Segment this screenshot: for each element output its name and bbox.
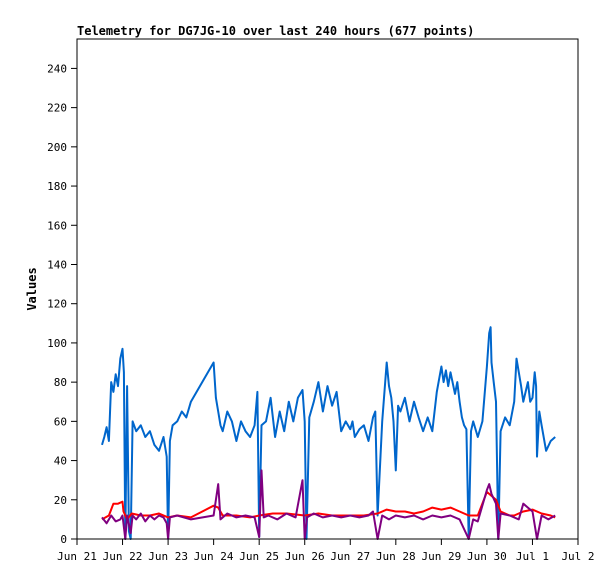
y-tick-label: 140 [47,258,67,271]
x-tick-label: Jun 21 [57,550,97,563]
x-tick-label: Jul 1 [516,550,549,563]
y-tick-label: 240 [47,62,67,75]
y-tick-label: 200 [47,141,67,154]
x-tick-label: Jun 28 [376,550,416,563]
y-axis: 0 20 40 60 80 100 120 140 160 180 200 220 240 [47,62,77,546]
y-tick-label: 100 [47,337,67,350]
y-tick-label: 60 [54,415,67,428]
y-tick-label: 40 [54,455,67,468]
y-tick-label: 180 [47,180,67,193]
x-tick-label: Jun 24 [194,550,234,563]
y-tick-label: 120 [47,298,67,311]
series-lines [101,326,556,540]
series-line-0 [101,326,556,540]
y-tick-label: 80 [54,376,67,389]
x-tick-label: Jun 23 [148,550,188,563]
y-tick-label: 0 [60,533,67,546]
x-tick-label: Jun 27 [330,550,370,563]
y-axis-label: Values [25,267,39,310]
x-axis: Jun 21 Jun 22 Jun 23 Jun 24 Jun 25 Jun 26 Jun … [57,539,595,563]
x-tick-label: Jun 22 [103,550,143,563]
x-tick-label: Jun 30 [467,550,507,563]
y-tick-label: 220 [47,102,67,115]
y-tick-label: 160 [47,219,67,232]
y-tick-label: 20 [54,494,67,507]
x-tick-label: Jun 26 [285,550,325,563]
series-line-2 [101,469,556,540]
x-tick-label: Jun 25 [239,550,279,563]
plot-area [76,38,579,540]
x-tick-label: Jun 29 [421,550,461,563]
chart-title: Telemetry for DG7JG-10 over last 240 hou… [77,24,474,38]
x-tick-label: Jul 2 [561,550,594,563]
